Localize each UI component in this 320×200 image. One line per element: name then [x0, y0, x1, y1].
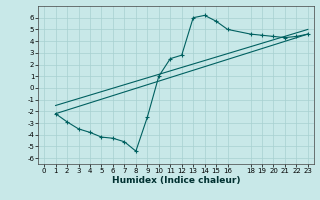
X-axis label: Humidex (Indice chaleur): Humidex (Indice chaleur) — [112, 176, 240, 185]
